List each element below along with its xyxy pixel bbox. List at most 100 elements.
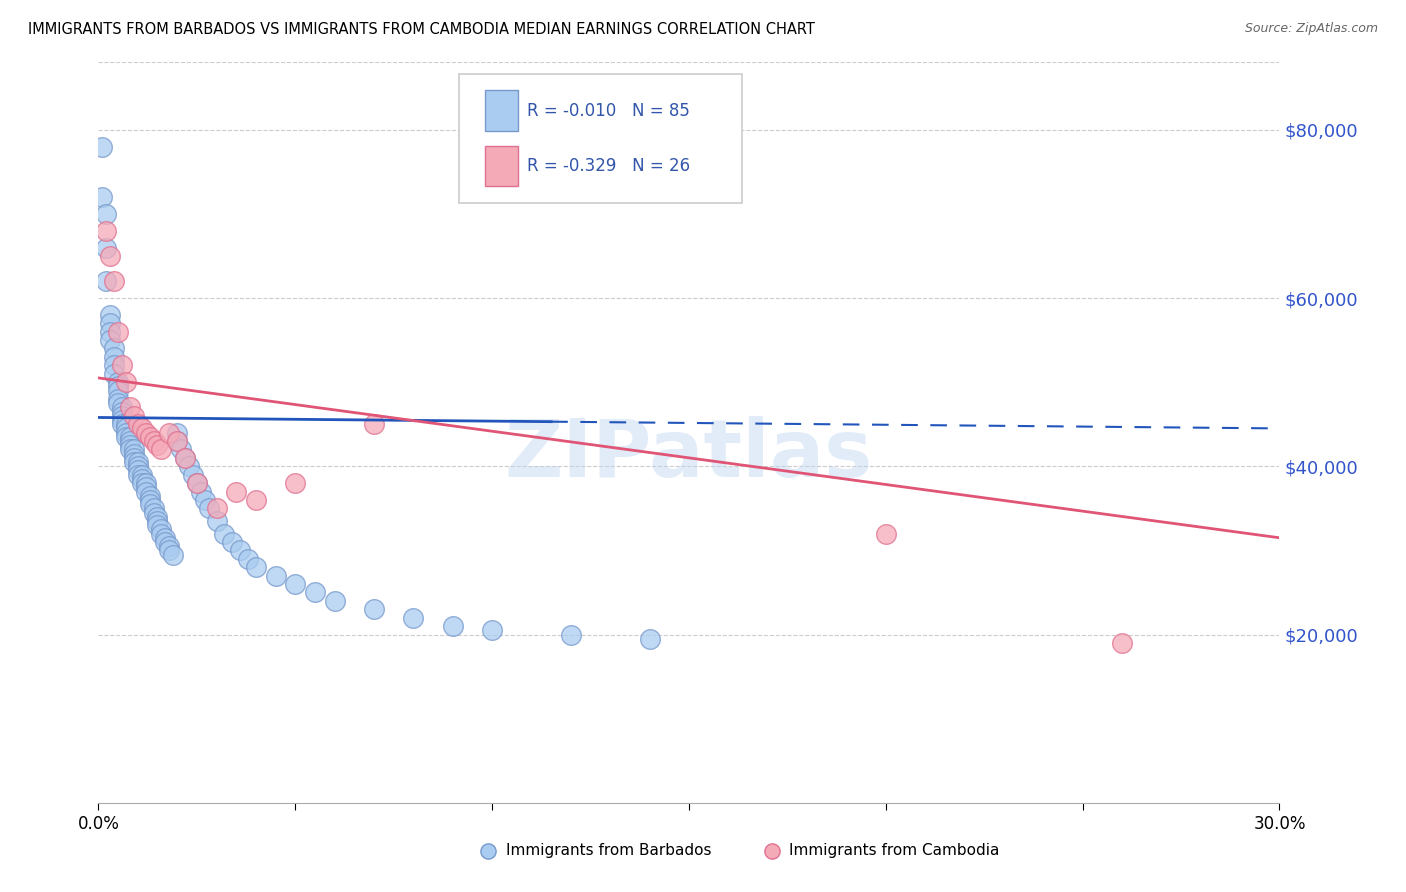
Point bbox=[142, 506, 165, 520]
Point bbox=[131, 472, 153, 486]
Point bbox=[135, 425, 157, 440]
Point bbox=[118, 430, 141, 444]
Point bbox=[107, 396, 129, 410]
Point bbox=[98, 325, 121, 339]
Point bbox=[96, 207, 118, 221]
Point bbox=[98, 308, 121, 322]
Point bbox=[363, 602, 385, 616]
Point bbox=[122, 450, 145, 465]
Point bbox=[135, 476, 157, 491]
Point bbox=[103, 350, 125, 364]
Point bbox=[135, 484, 157, 499]
Point bbox=[142, 501, 165, 516]
Point bbox=[150, 442, 173, 457]
Point bbox=[225, 484, 247, 499]
Point bbox=[264, 568, 287, 582]
Point bbox=[157, 543, 180, 558]
Point bbox=[103, 342, 125, 356]
Point bbox=[304, 585, 326, 599]
Point bbox=[111, 359, 134, 373]
Point bbox=[107, 375, 129, 389]
Point bbox=[138, 497, 160, 511]
FancyBboxPatch shape bbox=[485, 145, 517, 186]
Point bbox=[157, 425, 180, 440]
Point bbox=[155, 531, 177, 545]
Point bbox=[638, 632, 661, 646]
Point bbox=[131, 467, 153, 482]
Point bbox=[115, 417, 138, 432]
Point bbox=[115, 421, 138, 435]
Point bbox=[111, 404, 134, 418]
Point bbox=[157, 539, 180, 553]
Point bbox=[127, 459, 149, 474]
Point bbox=[174, 450, 197, 465]
Point bbox=[197, 501, 219, 516]
Point bbox=[402, 610, 425, 624]
Point bbox=[115, 375, 138, 389]
Point bbox=[115, 430, 138, 444]
Point bbox=[91, 139, 114, 153]
Point bbox=[221, 535, 243, 549]
Text: IMMIGRANTS FROM BARBADOS VS IMMIGRANTS FROM CAMBODIA MEDIAN EARNINGS CORRELATION: IMMIGRANTS FROM BARBADOS VS IMMIGRANTS F… bbox=[28, 22, 815, 37]
Point bbox=[107, 379, 129, 393]
Point bbox=[111, 409, 134, 423]
Point bbox=[138, 489, 160, 503]
Point bbox=[103, 359, 125, 373]
Point bbox=[138, 430, 160, 444]
Point bbox=[284, 476, 307, 491]
Point bbox=[103, 274, 125, 288]
Point bbox=[118, 442, 141, 457]
Point bbox=[146, 518, 169, 533]
Point bbox=[166, 425, 188, 440]
Point bbox=[284, 577, 307, 591]
Point bbox=[166, 434, 188, 448]
Point bbox=[560, 627, 582, 641]
Point bbox=[150, 522, 173, 536]
Point bbox=[150, 526, 173, 541]
Point bbox=[98, 249, 121, 263]
Point bbox=[107, 392, 129, 406]
Point bbox=[177, 459, 200, 474]
Point bbox=[118, 401, 141, 415]
Point bbox=[146, 509, 169, 524]
FancyBboxPatch shape bbox=[485, 90, 517, 131]
Point bbox=[205, 514, 228, 528]
Point bbox=[481, 624, 503, 638]
Point bbox=[131, 421, 153, 435]
Point bbox=[118, 438, 141, 452]
Point bbox=[190, 484, 212, 499]
Point bbox=[111, 417, 134, 432]
Point bbox=[441, 619, 464, 633]
Point bbox=[118, 434, 141, 448]
Point bbox=[138, 492, 160, 507]
Point bbox=[131, 476, 153, 491]
Point bbox=[875, 526, 897, 541]
Point bbox=[245, 560, 267, 574]
Point bbox=[174, 450, 197, 465]
Point bbox=[122, 455, 145, 469]
Point bbox=[122, 447, 145, 461]
Text: Immigrants from Barbados: Immigrants from Barbados bbox=[506, 844, 711, 858]
Point bbox=[166, 434, 188, 448]
Point bbox=[107, 384, 129, 398]
Point bbox=[162, 548, 184, 562]
Point bbox=[229, 543, 252, 558]
Point bbox=[146, 514, 169, 528]
Point bbox=[96, 274, 118, 288]
Point bbox=[186, 476, 208, 491]
Point bbox=[170, 442, 193, 457]
Text: R = -0.329   N = 26: R = -0.329 N = 26 bbox=[527, 157, 690, 175]
Text: R = -0.010   N = 85: R = -0.010 N = 85 bbox=[527, 102, 690, 120]
Point bbox=[236, 551, 259, 566]
Point bbox=[181, 467, 204, 482]
Point bbox=[98, 316, 121, 330]
Point bbox=[205, 501, 228, 516]
Point bbox=[127, 463, 149, 477]
Point bbox=[122, 409, 145, 423]
Point bbox=[111, 413, 134, 427]
Point bbox=[245, 492, 267, 507]
Point bbox=[96, 240, 118, 255]
Point bbox=[214, 526, 236, 541]
Point bbox=[142, 434, 165, 448]
FancyBboxPatch shape bbox=[458, 73, 742, 203]
